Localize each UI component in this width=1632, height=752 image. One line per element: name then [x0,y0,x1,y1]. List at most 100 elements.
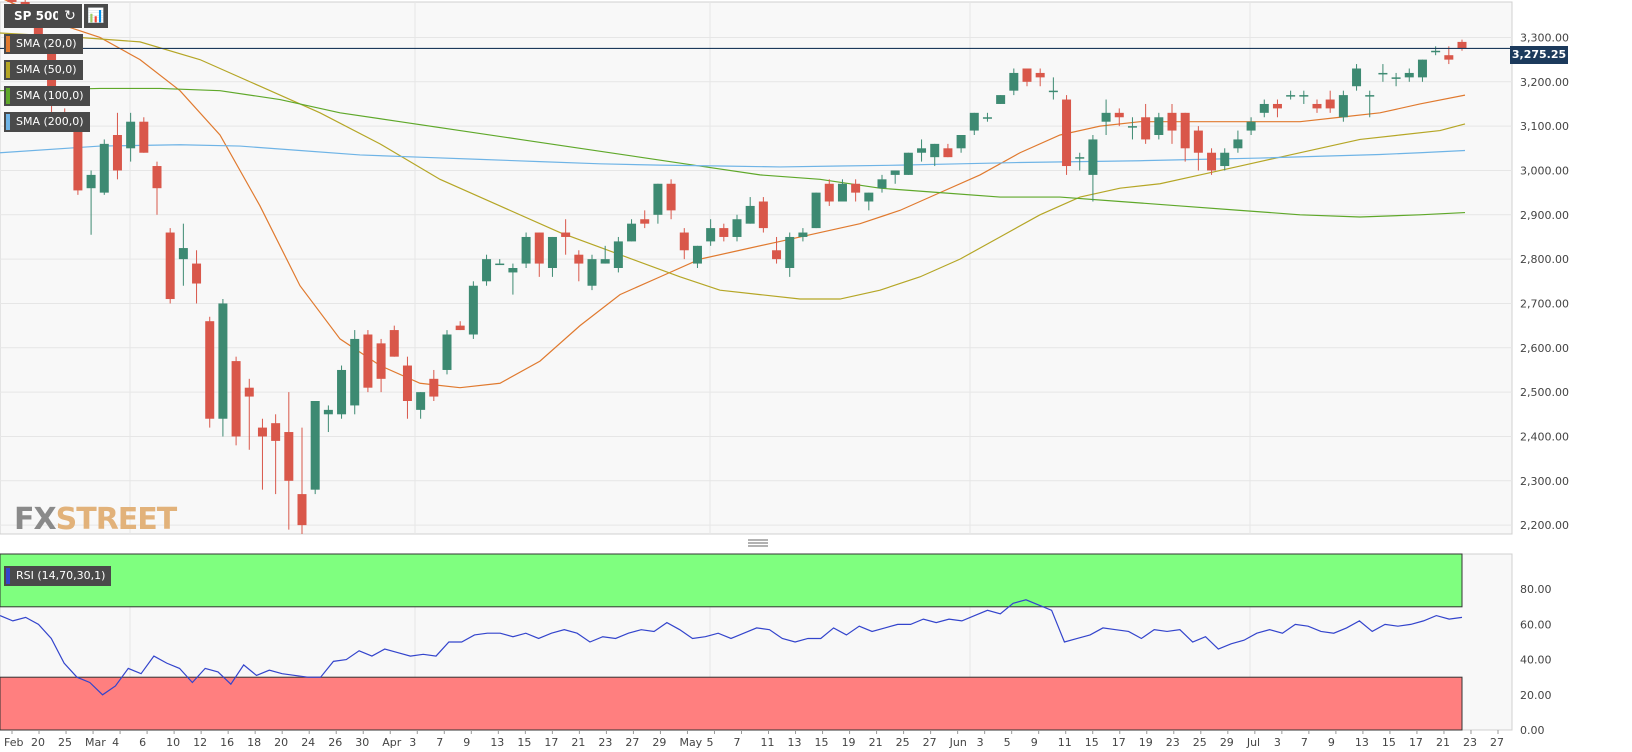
x-tick-label: 13 [788,736,802,749]
candle [758,197,768,233]
candle [1220,148,1230,171]
legend-label: SMA (20,0) [16,37,77,50]
x-tick-label: 19 [842,736,856,749]
candle [1286,90,1296,100]
y-tick-label: 2,600.00 [1520,342,1569,355]
x-tick-label: Jul [1246,736,1260,749]
legend-sma-100[interactable]: SMA (100,0) [4,86,90,106]
candle [534,232,544,277]
candle-body [1167,112,1177,131]
x-tick-label: 23 [1166,736,1180,749]
legend-swatch [6,36,10,52]
candle [903,152,913,175]
refresh-icon[interactable]: ↻ [58,4,82,28]
rsi-label-text: RSI (14,70,30,1) [16,569,106,582]
candle [1299,90,1309,104]
candle-body [996,95,1006,104]
candle-body [772,250,782,260]
x-tick-label: 17 [1112,736,1126,749]
x-tick-label: Jun [949,736,967,749]
rsi-tick-label: 0.00 [1520,724,1545,737]
candle-body [943,148,953,158]
grid-lines [0,2,1512,730]
candle-body [719,228,729,237]
x-tick-label: 21 [869,736,883,749]
y-tick-label: 3,200.00 [1520,76,1569,89]
candle-body [1286,95,1296,97]
x-tick-label: 3 [1274,736,1281,749]
legend-swatch [6,114,10,130]
candle [310,401,320,495]
candle-body [1365,95,1375,97]
candle [416,392,426,419]
candle [126,112,136,162]
fxstreet-logo: FXSTREET [14,502,177,537]
candle-body [139,121,149,153]
candle [1378,64,1388,82]
legend-sma-50[interactable]: SMA (50,0) [4,60,83,80]
candle-body [732,219,742,237]
candle [112,112,122,180]
legend-sma-20[interactable]: SMA (20,0) [4,34,83,54]
x-tick-label: 6 [139,736,146,749]
y-tick-label: 2,800.00 [1520,253,1569,266]
x-tick-label: 18 [247,736,261,749]
panel-splitter-icon[interactable] [748,539,768,547]
candle [600,245,610,264]
sma-line [0,87,1466,218]
candle-body [824,183,834,202]
candle [772,236,782,264]
candle [429,369,439,401]
candle-body [1338,95,1348,118]
x-tick-label: 7 [1301,736,1308,749]
candle-body [706,228,716,242]
y-tick-label: 3,100.00 [1520,120,1569,133]
candle-body [1457,41,1467,49]
candle-body [561,232,571,237]
candle [139,117,149,153]
x-tick-label: 24 [301,736,315,749]
candle [1352,64,1362,91]
candle-body [613,241,623,268]
candle [284,392,294,530]
candle-body [482,259,492,282]
x-tick-label: 7 [436,736,443,749]
candle-body [257,427,267,437]
candle [1022,68,1032,87]
legend-label: SMA (100,0) [16,89,84,102]
legend-sma-200[interactable]: SMA (200,0) [4,112,90,132]
candle [679,228,689,260]
y-tick-label: 2,200.00 [1520,519,1569,532]
candle [1338,90,1348,122]
symbol-label[interactable]: SP 500 [4,4,67,28]
candle [7,0,17,6]
x-tick-label: 25 [1193,736,1207,749]
candle-body [666,183,676,211]
candle-body [192,263,202,284]
candle-body [310,401,320,490]
candle-body [1272,103,1282,109]
candle [231,356,241,446]
candle [376,338,386,393]
indicators-icon[interactable]: 📊 [84,4,108,28]
candle [864,192,874,211]
candle-body [165,232,175,300]
candle-body [284,432,294,481]
rsi-label[interactable]: RSI (14,70,30,1) [4,566,112,586]
rsi-tick-label: 20.00 [1520,689,1552,702]
candle-body [1378,72,1388,75]
candle [244,378,254,450]
x-tick-label: 25 [896,736,910,749]
candle [192,250,202,304]
rsi-tick-label: 40.00 [1520,654,1552,667]
candle [1154,112,1164,140]
candle-body [758,201,768,229]
candle [442,330,452,375]
legend-swatch [6,62,10,78]
candle-body [1259,103,1269,113]
candles [7,0,1467,534]
candle [890,170,900,184]
candle-body [1299,95,1309,97]
candle [574,250,584,282]
candle [837,179,847,202]
